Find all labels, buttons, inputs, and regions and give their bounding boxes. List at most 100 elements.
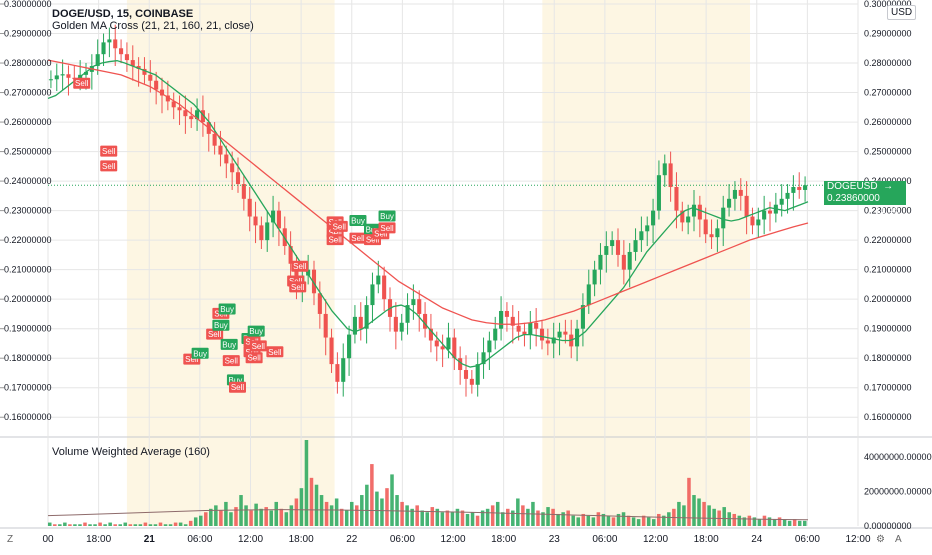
volume-bar-78 xyxy=(440,512,445,526)
volume-bar-82 xyxy=(460,510,465,526)
signal-label-28: Sell xyxy=(351,234,365,243)
volume-bar-6 xyxy=(78,524,82,526)
volume-bar-28 xyxy=(188,520,193,526)
candle-body-32 xyxy=(235,172,241,185)
settings-gear-icon[interactable]: ⚙ xyxy=(876,534,885,545)
volume-bar-49 xyxy=(294,498,299,526)
volume-bar-97 xyxy=(536,510,540,526)
signal-label-27: Buy xyxy=(351,216,365,225)
time-tick-label-9: 18:00 xyxy=(491,534,516,545)
volume-bar-4 xyxy=(68,524,72,526)
candle-body-88 xyxy=(563,331,568,335)
volume-bar-18 xyxy=(138,524,143,526)
candle-body-57 xyxy=(382,275,387,300)
zoom-icon[interactable]: Z xyxy=(7,534,14,545)
candle-body-81 xyxy=(522,331,527,335)
candle-body-2 xyxy=(60,74,65,76)
auto-scale-button[interactable]: A xyxy=(895,534,902,545)
candle-body-33 xyxy=(241,184,246,199)
volume-bar-15 xyxy=(123,522,128,526)
volume-bar-71 xyxy=(405,505,409,526)
volume-bar-44 xyxy=(269,510,273,526)
candle-body-128 xyxy=(797,187,802,190)
volume-bar-73 xyxy=(415,505,419,526)
signal-label-1: Sell xyxy=(102,147,116,156)
candle-body-15 xyxy=(136,65,141,69)
volume-bar-94 xyxy=(521,505,525,526)
candle-body-3 xyxy=(66,74,71,78)
volume-bar-127 xyxy=(687,477,691,526)
left-price-tick-label-14: 0.16000000 xyxy=(4,412,52,422)
candle-body-36 xyxy=(259,225,264,241)
volume-bar-26 xyxy=(178,522,183,526)
candle-body-115 xyxy=(721,207,726,229)
candle-body-61 xyxy=(405,305,410,323)
candle-body-125 xyxy=(779,198,784,205)
volume-bar-136 xyxy=(732,513,737,526)
indicator-legend[interactable]: Golden MA Cross (21, 21, 160, 21, close) xyxy=(52,20,254,32)
volume-bar-31 xyxy=(204,512,208,526)
signal-label-5: Sell xyxy=(208,330,222,339)
volume-bar-2 xyxy=(58,524,62,526)
volume-bar-86 xyxy=(480,510,485,526)
right-price-tick-label-12: 0.18000000 xyxy=(864,353,912,363)
signal-label-11: Buy xyxy=(229,376,243,385)
left-price-tick-label-11: 0.19000000 xyxy=(4,324,52,334)
volume-bar-129 xyxy=(697,498,701,526)
candle-body-95 xyxy=(604,246,609,255)
volume-bar-90 xyxy=(500,512,505,526)
signal-box-5 xyxy=(206,328,224,340)
candle-body-24 xyxy=(189,116,194,120)
candle-body-104 xyxy=(656,175,661,211)
candle-body-42 xyxy=(294,263,299,285)
left-price-tick-label-8: 0.22000000 xyxy=(4,235,52,245)
candle-body-65 xyxy=(428,328,433,341)
time-tick-label-10: 23 xyxy=(549,534,561,545)
volume-bar-91 xyxy=(506,508,510,526)
candle-body-51 xyxy=(347,334,352,359)
volume-bar-74 xyxy=(420,510,424,526)
candle-body-30 xyxy=(224,154,229,164)
signal-label-22: Sell xyxy=(293,262,307,271)
signal-label-21: Sell xyxy=(291,283,305,292)
volume-bar-24 xyxy=(168,524,173,526)
volume-bar-51 xyxy=(304,440,309,526)
candle-body-116 xyxy=(727,198,732,208)
volume-bar-68 xyxy=(390,474,394,526)
price-label-countdown: 11:46 xyxy=(875,205,900,216)
candle-body-69 xyxy=(452,337,457,359)
candle-body-46 xyxy=(317,293,322,314)
candle-body-50 xyxy=(341,358,346,382)
volume-bar-21 xyxy=(153,524,158,526)
candle-body-74 xyxy=(481,352,486,365)
volume-bar-125 xyxy=(677,501,681,526)
candle-body-13 xyxy=(124,54,129,61)
volume-bar-14 xyxy=(118,524,122,526)
candle-body-17 xyxy=(148,74,153,81)
signal-label-31: Sell xyxy=(374,230,388,239)
volume-indicator-legend[interactable]: Volume Weighted Average (160) xyxy=(52,446,210,458)
volume-bar-145 xyxy=(777,517,782,526)
candles-layer xyxy=(48,24,808,397)
left-price-tick-label-9: 0.21000000 xyxy=(4,265,52,275)
candle-body-21 xyxy=(171,101,176,108)
currency-button[interactable]: USD xyxy=(887,5,917,20)
candle-body-79 xyxy=(510,316,515,326)
volume-bar-119 xyxy=(646,517,651,526)
candle-body-82 xyxy=(528,322,533,335)
time-tick-label-5: 18:00 xyxy=(289,534,314,545)
volume-bar-34 xyxy=(219,510,223,526)
signal-label-4: Buy xyxy=(193,349,207,358)
volume-bar-3 xyxy=(63,522,67,526)
candle-body-8 xyxy=(95,54,100,66)
candle-body-84 xyxy=(539,328,545,341)
candle-body-92 xyxy=(586,284,591,306)
symbol-legend[interactable]: DOGE/USD, 15, COINBASE xyxy=(52,8,194,20)
volume-bar-134 xyxy=(722,507,726,526)
volume-bar-81 xyxy=(455,508,460,526)
signal-label-9: Buy xyxy=(222,340,236,349)
left-price-tick-label-12: 0.18000000 xyxy=(4,353,52,363)
volume-bar-56 xyxy=(329,505,334,526)
